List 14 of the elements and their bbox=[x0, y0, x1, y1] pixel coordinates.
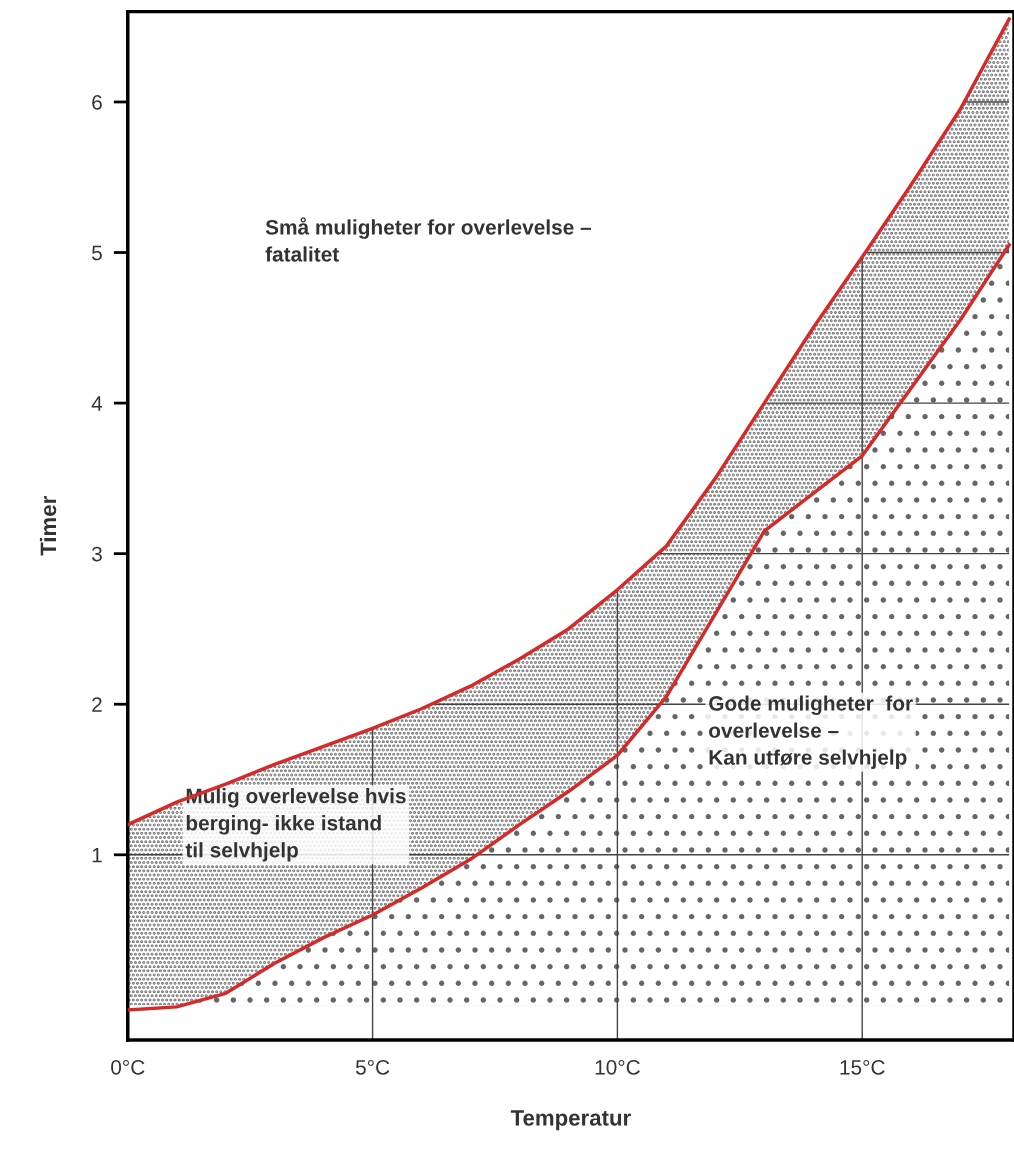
annotation: Gode muligheter for overlevelse – Kan utføre selvhjelp bbox=[709, 695, 913, 769]
y-tick-label: 2 bbox=[92, 697, 102, 712]
x-axis-title: Temperatur bbox=[510, 1110, 631, 1131]
y-tick-label: 6 bbox=[92, 94, 102, 110]
y-tick-label: 1 bbox=[92, 848, 102, 863]
x-tick-label: 10°C bbox=[595, 1059, 640, 1075]
y-axis-title: Timer bbox=[39, 496, 57, 556]
y-tick-label: 4 bbox=[91, 396, 103, 411]
x-tick-label: 15°C bbox=[840, 1059, 885, 1075]
annotation: Små muligheter for overlevelse – fatalitet bbox=[265, 217, 592, 262]
y-tick-label: 5 bbox=[92, 245, 102, 261]
y-tick-label: 3 bbox=[91, 546, 102, 562]
x-tick-label: 5°C bbox=[355, 1059, 390, 1075]
x-tick-label: 0°C bbox=[111, 1059, 145, 1075]
